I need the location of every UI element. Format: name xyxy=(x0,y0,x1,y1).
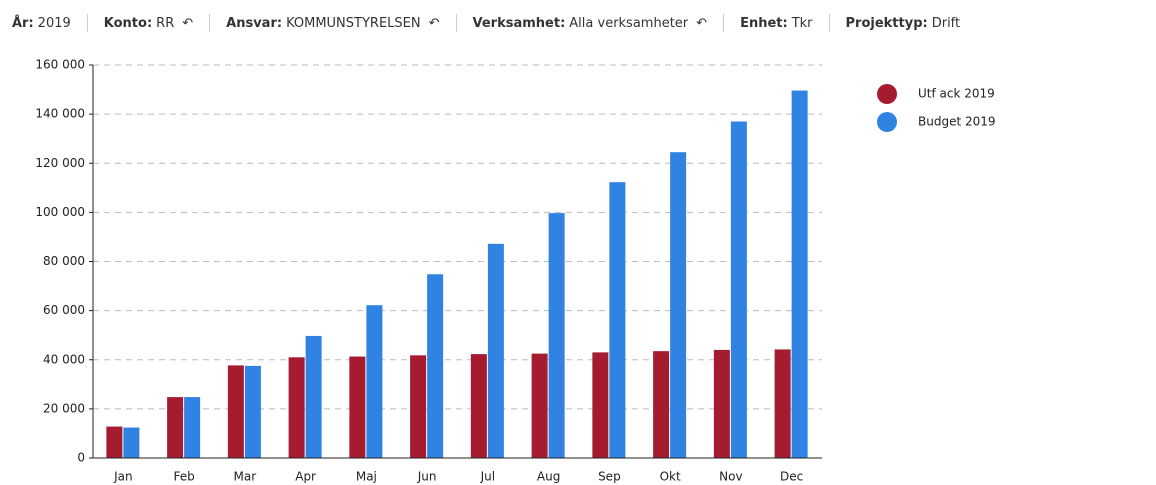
bar xyxy=(349,356,366,458)
bar xyxy=(288,357,305,458)
filter-label: Ansvar: xyxy=(226,15,283,31)
y-tick-label: 20 000 xyxy=(43,401,85,415)
bar xyxy=(184,397,201,458)
y-tick-label: 40 000 xyxy=(43,352,85,366)
filter-value: Alla verksamheter xyxy=(569,15,689,31)
reset-icon[interactable]: ↶ xyxy=(182,15,194,31)
y-tick-label: 0 xyxy=(77,451,85,465)
filter-label: Enhet: xyxy=(740,15,788,31)
bar xyxy=(227,365,244,458)
filter[interactable]: Enhet: Tkr xyxy=(740,16,812,31)
y-tick-label: 60 000 xyxy=(43,303,85,317)
bar xyxy=(427,274,444,458)
bar xyxy=(774,349,791,458)
separator xyxy=(828,14,830,32)
x-tick-label: Jun xyxy=(417,470,437,484)
x-tick-label: Okt xyxy=(660,470,681,484)
x-tick-label: Feb xyxy=(174,470,195,484)
y-tick-label: 120 000 xyxy=(35,156,85,170)
filter-value: Tkr xyxy=(791,15,813,31)
y-tick-label: 80 000 xyxy=(43,254,85,268)
bar xyxy=(730,121,747,459)
separator xyxy=(86,14,88,32)
bar xyxy=(305,335,322,458)
x-tick-label: Aug xyxy=(537,470,560,484)
filter-label: Projekttyp: xyxy=(845,15,928,31)
bar xyxy=(167,397,184,458)
legend-label: Budget 2019 xyxy=(918,115,996,129)
x-tick-label: Sep xyxy=(598,470,621,484)
reset-icon[interactable]: ↶ xyxy=(696,15,708,31)
filter[interactable]: Konto: RR ↶ xyxy=(104,16,193,31)
filter-value: KOMMUNSTYRELSEN xyxy=(286,15,421,31)
bar xyxy=(244,365,261,458)
filter[interactable]: Ansvar: KOMMUNSTYRELSEN ↶ xyxy=(226,16,439,31)
separator xyxy=(209,14,211,32)
bar xyxy=(470,354,487,458)
bar xyxy=(592,352,609,458)
x-tick-label: Jul xyxy=(480,470,495,484)
reset-icon[interactable]: ↶ xyxy=(428,15,440,31)
legend-marker xyxy=(877,84,897,104)
y-tick-label: 140 000 xyxy=(35,107,85,121)
x-tick-label: Dec xyxy=(780,470,803,484)
legend-marker xyxy=(877,112,897,132)
bar xyxy=(609,182,626,458)
filter-value: Drift xyxy=(931,15,961,31)
bar xyxy=(123,427,140,458)
x-tick-label: Apr xyxy=(295,470,316,484)
bar xyxy=(791,90,808,459)
separator xyxy=(455,14,457,32)
bar xyxy=(548,213,565,458)
bar xyxy=(653,351,670,458)
filter-label: Verksamhet: xyxy=(472,15,566,31)
bar xyxy=(670,152,687,458)
filter[interactable]: År: 2019 xyxy=(12,16,71,31)
filter-value: RR xyxy=(156,15,175,31)
bar xyxy=(487,243,504,458)
x-tick-label: Jan xyxy=(113,470,133,484)
separator xyxy=(723,14,725,32)
x-tick-label: Nov xyxy=(719,470,742,484)
x-tick-label: Mar xyxy=(234,470,257,484)
legend-label: Utf ack 2019 xyxy=(918,87,995,101)
y-tick-label: 100 000 xyxy=(35,205,85,219)
filter-label: År: xyxy=(12,15,34,31)
bar xyxy=(410,355,427,458)
bar xyxy=(366,305,383,458)
x-tick-label: Maj xyxy=(356,470,377,484)
filter-label: Konto: xyxy=(103,15,153,31)
y-tick-label: 160 000 xyxy=(35,58,85,72)
filter[interactable]: Verksamhet: Alla verksamheter ↶ xyxy=(473,16,708,31)
filter-bar: År: 2019 Konto: RR ↶ Ansvar: KOMMUNSTYRELSEN ↶ V… xyxy=(12,10,960,36)
bar xyxy=(531,353,548,458)
filter[interactable]: Projekttyp: Drift xyxy=(846,16,961,31)
bar xyxy=(106,426,123,458)
filter-value: 2019 xyxy=(37,15,71,31)
bar xyxy=(713,349,730,458)
